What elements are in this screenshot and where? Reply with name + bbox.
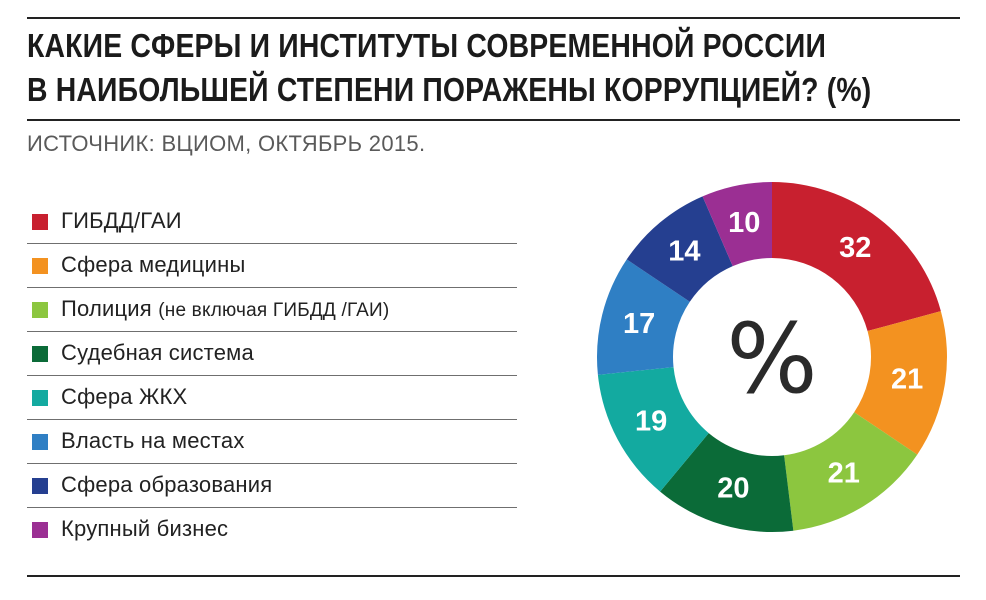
legend-item: Сфера образования xyxy=(27,464,517,508)
legend-label-text: Полиция xyxy=(61,296,152,321)
legend-swatch xyxy=(32,258,48,274)
legend-swatch xyxy=(32,478,48,494)
slice-value-label: 19 xyxy=(635,405,667,437)
chart-title: КАКИЕ СФЕРЫ И ИНСТИТУТЫ СОВРЕМЕННОЙ РОСС… xyxy=(27,24,872,112)
legend-item: Власть на местах xyxy=(27,420,517,464)
legend-swatch xyxy=(32,302,48,318)
donut-slice xyxy=(626,196,733,302)
slice-value-label: 21 xyxy=(828,458,860,490)
legend-label-text: Сфера медицины xyxy=(61,252,246,277)
slice-value-label: 14 xyxy=(668,236,700,268)
slice-value-label: 17 xyxy=(623,308,655,340)
legend-swatch xyxy=(32,390,48,406)
donut-slice xyxy=(660,433,794,532)
legend-swatch xyxy=(32,346,48,362)
legend-label-note: (не включая ГИБДД /ГАИ) xyxy=(158,300,390,321)
legend-label: Сфера образования xyxy=(61,470,272,500)
legend-swatch xyxy=(32,522,48,538)
legend-label: Сфера медицины xyxy=(61,250,245,280)
donut-slice xyxy=(597,259,690,375)
title-line-2: В НАИБОЛЬШЕЙ СТЕПЕНИ ПОРАЖЕНЫ КОРРУПЦИЕЙ… xyxy=(27,71,872,108)
legend-label-text: Власть на местах xyxy=(61,428,245,453)
donut-slice xyxy=(702,182,772,267)
legend-label: Полиция (не включая ГИБДД /ГАИ) xyxy=(61,294,389,326)
center-percent-label: % xyxy=(726,303,817,415)
legend-label: Судебная система xyxy=(61,338,254,368)
title-line-1: КАКИЕ СФЕРЫ И ИНСТИТУТЫ СОВРЕМЕННОЙ РОСС… xyxy=(27,27,827,64)
legend-label-text: Сфера ЖКХ xyxy=(61,384,188,409)
legend-item: Сфера медицины xyxy=(27,244,517,288)
legend-label: ГИБДД/ГАИ xyxy=(61,206,182,236)
legend-item: Крупный бизнес xyxy=(27,508,517,551)
source-note: ИСТОЧНИК: ВЦИОМ, ОКТЯБРЬ 2015. xyxy=(27,131,426,156)
slice-value-label: 20 xyxy=(717,472,749,504)
legend-item: Полиция (не включая ГИБДД /ГАИ) xyxy=(27,288,517,332)
legend-label-text: ГИБДД/ГАИ xyxy=(61,208,182,233)
donut-slice xyxy=(597,367,709,492)
top-rule xyxy=(27,17,960,19)
donut-slice xyxy=(772,182,941,332)
legend-label: Сфера ЖКХ xyxy=(61,382,187,412)
bottom-rule xyxy=(27,575,960,577)
legend-swatch xyxy=(32,214,48,230)
legend-label-text: Крупный бизнес xyxy=(61,516,229,541)
slice-value-label: 32 xyxy=(839,232,871,264)
slice-value-label: 10 xyxy=(728,207,760,239)
legend: ГИБДД/ГАИ Сфера медицины Полиция (не включ… xyxy=(27,200,517,551)
legend-label-text: Судебная система xyxy=(61,340,254,365)
legend-item: Сфера ЖКХ xyxy=(27,376,517,420)
slice-value-label: 21 xyxy=(891,363,923,395)
legend-swatch xyxy=(32,434,48,450)
donut-slice xyxy=(784,412,918,531)
legend-label-text: Сфера образования xyxy=(61,472,273,497)
donut-chart: 32 21 21 20 19 17 14 10% xyxy=(597,182,947,532)
legend-label: Крупный бизнес xyxy=(61,514,228,544)
legend-item: Судебная система xyxy=(27,332,517,376)
title-rule xyxy=(27,119,960,121)
legend-item: ГИБДД/ГАИ xyxy=(27,200,517,244)
legend-label: Власть на местах xyxy=(61,426,245,456)
donut-slice xyxy=(854,311,947,455)
